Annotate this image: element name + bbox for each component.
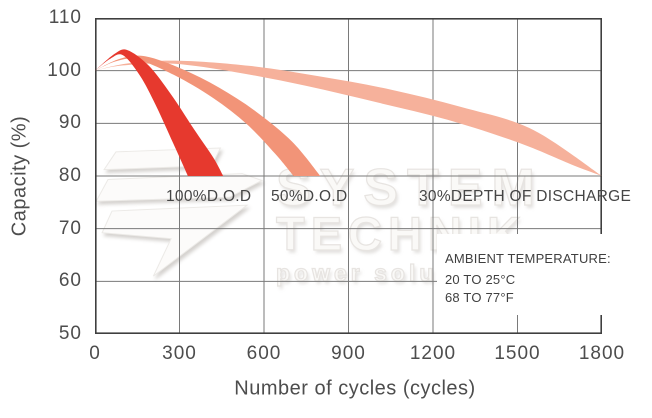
dod-bands <box>95 49 602 176</box>
series-label-30-dod: 30%DEPTH OF DISCHARGE <box>419 188 632 205</box>
series-label-50-dod: 50%D.O.D <box>271 188 348 205</box>
series-label-100-dod: 100%D.O.D <box>166 188 252 205</box>
plot-border <box>95 18 602 334</box>
band-30-depth-of-discharge <box>95 60 602 176</box>
ambient-temperature-note: AMBIENT TEMPERATURE: 20 TO 25°C 68 TO 77… <box>437 234 611 315</box>
annotation-line-3: 68 TO 77°F <box>445 290 514 305</box>
band-100-d-o-d <box>95 49 224 176</box>
annotation-line-1: AMBIENT TEMPERATURE: <box>445 251 611 266</box>
annotation-line-2: 20 TO 25°C <box>445 272 516 287</box>
x-axis-title: Number of cycles (cycles) <box>234 377 476 400</box>
watermark-text-line1: SYSTEM <box>275 159 544 217</box>
y-axis-title: Capacity (%) <box>8 115 31 237</box>
band-50-d-o-d <box>95 55 321 176</box>
